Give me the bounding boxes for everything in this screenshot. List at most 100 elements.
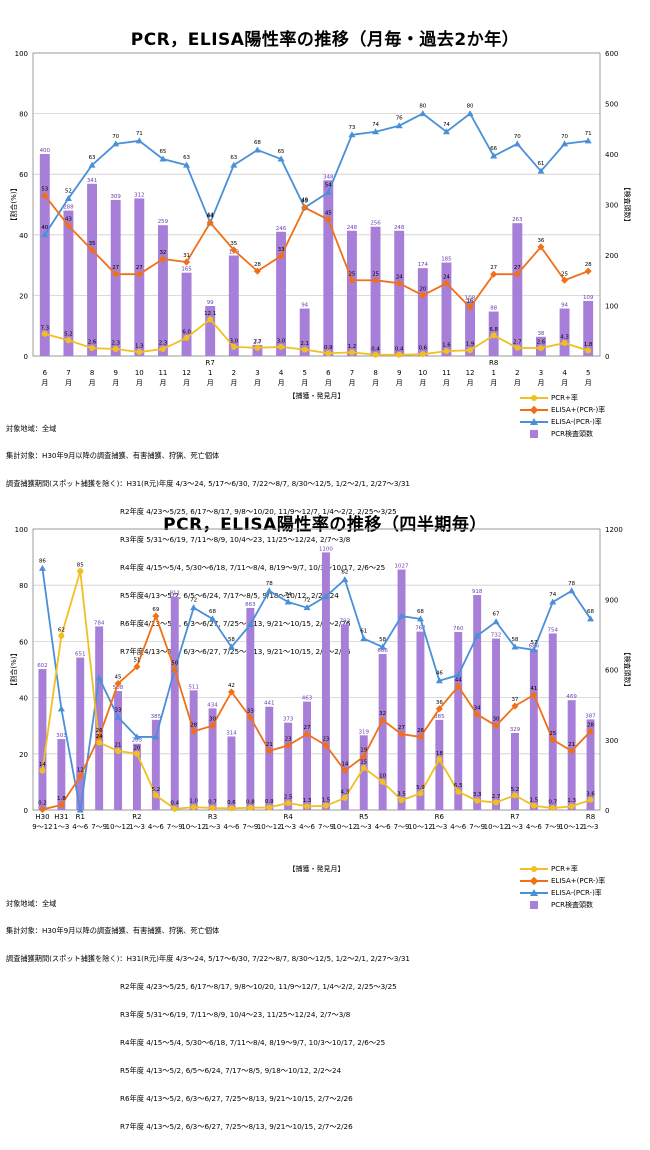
x-tick-year: R5 <box>359 813 368 821</box>
bar <box>510 732 519 810</box>
label-elisa-pos: 49 <box>301 199 308 205</box>
bar-label: 38 <box>537 331 544 337</box>
y-tick-left: 100 <box>15 50 28 58</box>
point-pcr <box>112 346 119 353</box>
bar-label: 246 <box>276 226 287 232</box>
point-elisa-pos <box>341 767 349 775</box>
point-elisa-neg <box>114 713 122 720</box>
note-line: R2年度 4/23～5/25, 6/17～8/17, 9/8～10/20, 11… <box>120 507 397 517</box>
label-pcr: 2.7 <box>513 339 522 345</box>
point-elisa-pos <box>549 736 557 744</box>
y-axis-title-right: 【検査頭数】 <box>623 184 632 226</box>
bar <box>435 719 444 810</box>
label-elisa-pos: 28 <box>585 262 592 268</box>
point-elisa-pos <box>379 716 387 724</box>
label-elisa-pos: 36 <box>436 700 443 706</box>
label-pcr: 5.2 <box>511 787 520 793</box>
point-pcr <box>247 804 254 811</box>
label-pcr: 85 <box>77 563 84 569</box>
point-pcr <box>152 792 159 799</box>
bar-label: 109 <box>583 295 594 301</box>
label-elisa-pos: 24 <box>443 274 450 280</box>
label-pcr: 7.3 <box>40 325 49 331</box>
label-elisa-neg: 78 <box>568 581 575 587</box>
bar <box>57 739 66 810</box>
label-elisa-neg: 61 <box>537 161 544 167</box>
point-pcr <box>65 337 72 344</box>
y-axis-title-left: 【割合(%)】 <box>9 184 18 224</box>
point-pcr <box>136 349 143 356</box>
x-tick-label: 1 <box>491 369 495 377</box>
label-pcr: 24 <box>96 734 103 740</box>
label-elisa-neg: 72 <box>190 598 197 604</box>
x-tick-unit: 月 <box>467 379 474 387</box>
x-tick-label: 1～3 <box>507 823 523 831</box>
point-pcr <box>537 345 544 352</box>
bar-label: 329 <box>510 727 521 733</box>
y-tick-left: 20 <box>19 751 28 759</box>
note-line: R7年度 4/13～5/2, 6/3～6/27, 7/25～8/13, 9/21… <box>120 1121 353 1131</box>
y-tick-left: 80 <box>19 111 28 119</box>
label-elisa-neg: 63 <box>89 155 96 161</box>
y-tick-right: 0 <box>605 807 609 815</box>
quarterly-chart-svg: 0 20 40 60 80 100 0 300 600 900 1200 【割合(%)】 【検査頭数】【… <box>9 526 632 873</box>
label-elisa-pos: 27 <box>490 265 497 271</box>
point-pcr <box>39 767 46 774</box>
legend-item-elisa-pos: ELISA+(PCR-)率 <box>520 404 605 416</box>
legend-swatch-elisa-pos <box>520 876 548 886</box>
legend-item-pcr: PCR+率 <box>520 863 605 875</box>
point-elisa-pos <box>348 276 356 284</box>
point-pcr <box>190 804 197 811</box>
bar <box>559 308 570 356</box>
x-tick-label: 4～6 <box>375 823 391 831</box>
bar <box>378 654 387 810</box>
x-tick-label: 12 <box>182 369 191 377</box>
point-elisa-pos <box>227 688 235 696</box>
point-pcr <box>325 350 332 357</box>
label-elisa-pos: 33 <box>278 247 285 253</box>
point-elisa-neg <box>159 155 167 162</box>
y-tick-right: 300 <box>605 737 618 745</box>
bar <box>151 719 160 810</box>
label-elisa-pos: 35 <box>89 241 96 247</box>
label-elisa-neg: 72 <box>304 598 311 604</box>
bar-label: 385 <box>434 714 445 720</box>
label-elisa-pos: 28 <box>587 722 594 728</box>
point-elisa-neg <box>152 733 160 740</box>
point-pcr <box>436 756 443 763</box>
label-pcr: 2.1 <box>300 341 309 347</box>
bar <box>417 268 428 356</box>
point-pcr <box>209 805 216 812</box>
y-tick-left: 100 <box>15 526 28 534</box>
bar-label: 248 <box>394 225 405 231</box>
x-tick-label: 3 <box>255 369 259 377</box>
label-pcr: 6.8 <box>489 327 498 333</box>
point-elisa-pos <box>587 727 595 735</box>
point-elisa-pos <box>360 753 368 761</box>
label-elisa-neg: 74 <box>443 122 450 128</box>
point-elisa-pos <box>230 246 238 254</box>
label-elisa-pos: 23 <box>285 736 292 742</box>
label-elisa-neg: 63 <box>230 155 237 161</box>
label-elisa-pos: 27 <box>304 725 311 731</box>
note-line: 対象地域：全域 <box>6 423 57 433</box>
point-elisa-pos <box>372 276 380 284</box>
bar-label: 385 <box>151 714 162 720</box>
label-pcr: 1.3 <box>567 798 576 804</box>
bar-label: 754 <box>548 627 559 633</box>
bar <box>416 631 425 810</box>
x-tick-year: R2 <box>132 813 141 821</box>
x-tick-label: 8 <box>373 369 377 377</box>
point-elisa-neg <box>209 615 217 622</box>
point-elisa-neg <box>584 137 592 144</box>
legend-label: PCR検査頭数 <box>551 901 593 909</box>
point-pcr <box>360 764 367 771</box>
point-pcr <box>419 351 426 358</box>
point-elisa-pos <box>41 191 49 199</box>
point-elisa-neg <box>246 621 254 628</box>
point-elisa-pos <box>183 258 191 266</box>
legend-swatch-elisa-neg <box>520 417 548 427</box>
label-elisa-neg: 68 <box>209 609 216 615</box>
x-tick-unit: 月 <box>419 379 426 387</box>
label-pcr: 3.0 <box>277 338 286 344</box>
